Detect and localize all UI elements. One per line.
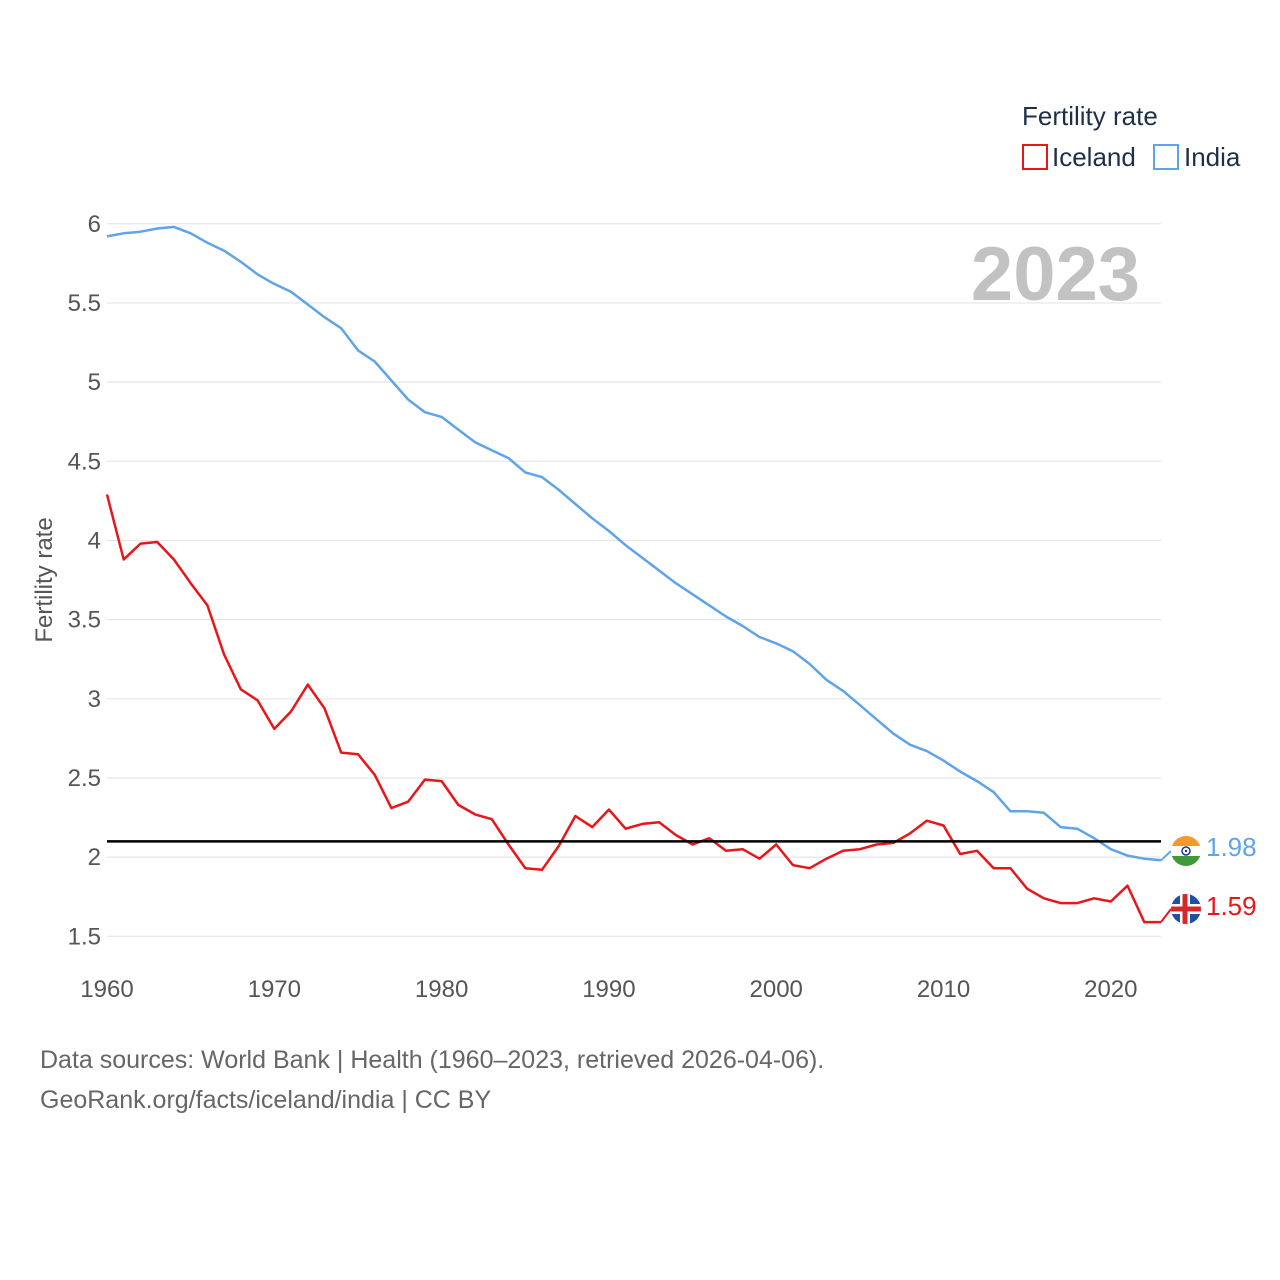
end-markers	[1160, 850, 1172, 923]
india-end-value: 1.98	[1206, 832, 1257, 862]
india-end-connector	[1160, 850, 1172, 862]
y-tick-2: 2	[88, 844, 101, 871]
year-label: 2023	[971, 232, 1140, 317]
x-tick-2000: 2000	[750, 976, 803, 1003]
y-tick-5: 5	[88, 369, 101, 396]
legend-label-india[interactable]: India	[1184, 142, 1241, 172]
series-line-india[interactable]	[106, 225, 1162, 862]
series-lines	[105, 225, 1162, 924]
x-tick-1960: 1960	[80, 976, 133, 1003]
legend-swatch-india[interactable]	[1153, 144, 1179, 170]
y-tick-6: 6	[88, 211, 101, 238]
gridlines	[107, 223, 1161, 937]
y-tick-2.5: 2.5	[68, 765, 101, 792]
y-tick-labels: 1.5 2 2.5 3 3.5 4 4.5 5 5.5 6	[68, 211, 101, 951]
iceland-end-value: 1.59	[1206, 891, 1257, 921]
y-tick-3.5: 3.5	[68, 607, 101, 634]
legend-title: Fertility rate	[1022, 101, 1158, 131]
source-line-1: Data sources: World Bank | Health (1960–…	[40, 1046, 825, 1074]
x-tick-1970: 1970	[248, 976, 301, 1003]
legend-label-iceland[interactable]: Iceland	[1052, 142, 1136, 172]
legend: Fertility rate Iceland India	[1022, 101, 1241, 172]
x-tick-1990: 1990	[582, 976, 635, 1003]
y-tick-4: 4	[88, 527, 101, 554]
x-tick-1980: 1980	[415, 976, 468, 1003]
x-tick-labels: 1960 1970 1980 1990 2000 2010 2020	[80, 976, 1137, 1003]
y-tick-4.5: 4.5	[68, 448, 101, 475]
iceland-flag-icon	[1171, 894, 1201, 924]
x-tick-2010: 2010	[917, 976, 970, 1003]
legend-swatch-iceland[interactable]	[1022, 144, 1048, 170]
y-tick-5.5: 5.5	[68, 290, 101, 317]
y-tick-1.5: 1.5	[68, 923, 101, 950]
india-flag-icon	[1171, 836, 1201, 866]
x-tick-2020: 2020	[1084, 976, 1137, 1003]
series-line-iceland[interactable]	[105, 494, 1161, 924]
source-note: Data sources: World Bank | Health (1960–…	[40, 1040, 824, 1120]
y-axis-title: Fertility rate	[31, 517, 58, 642]
source-line-2[interactable]: GeoRank.org/facts/iceland/india | CC BY	[40, 1086, 492, 1114]
iceland-end-connector	[1160, 908, 1172, 923]
y-tick-3: 3	[88, 686, 101, 713]
